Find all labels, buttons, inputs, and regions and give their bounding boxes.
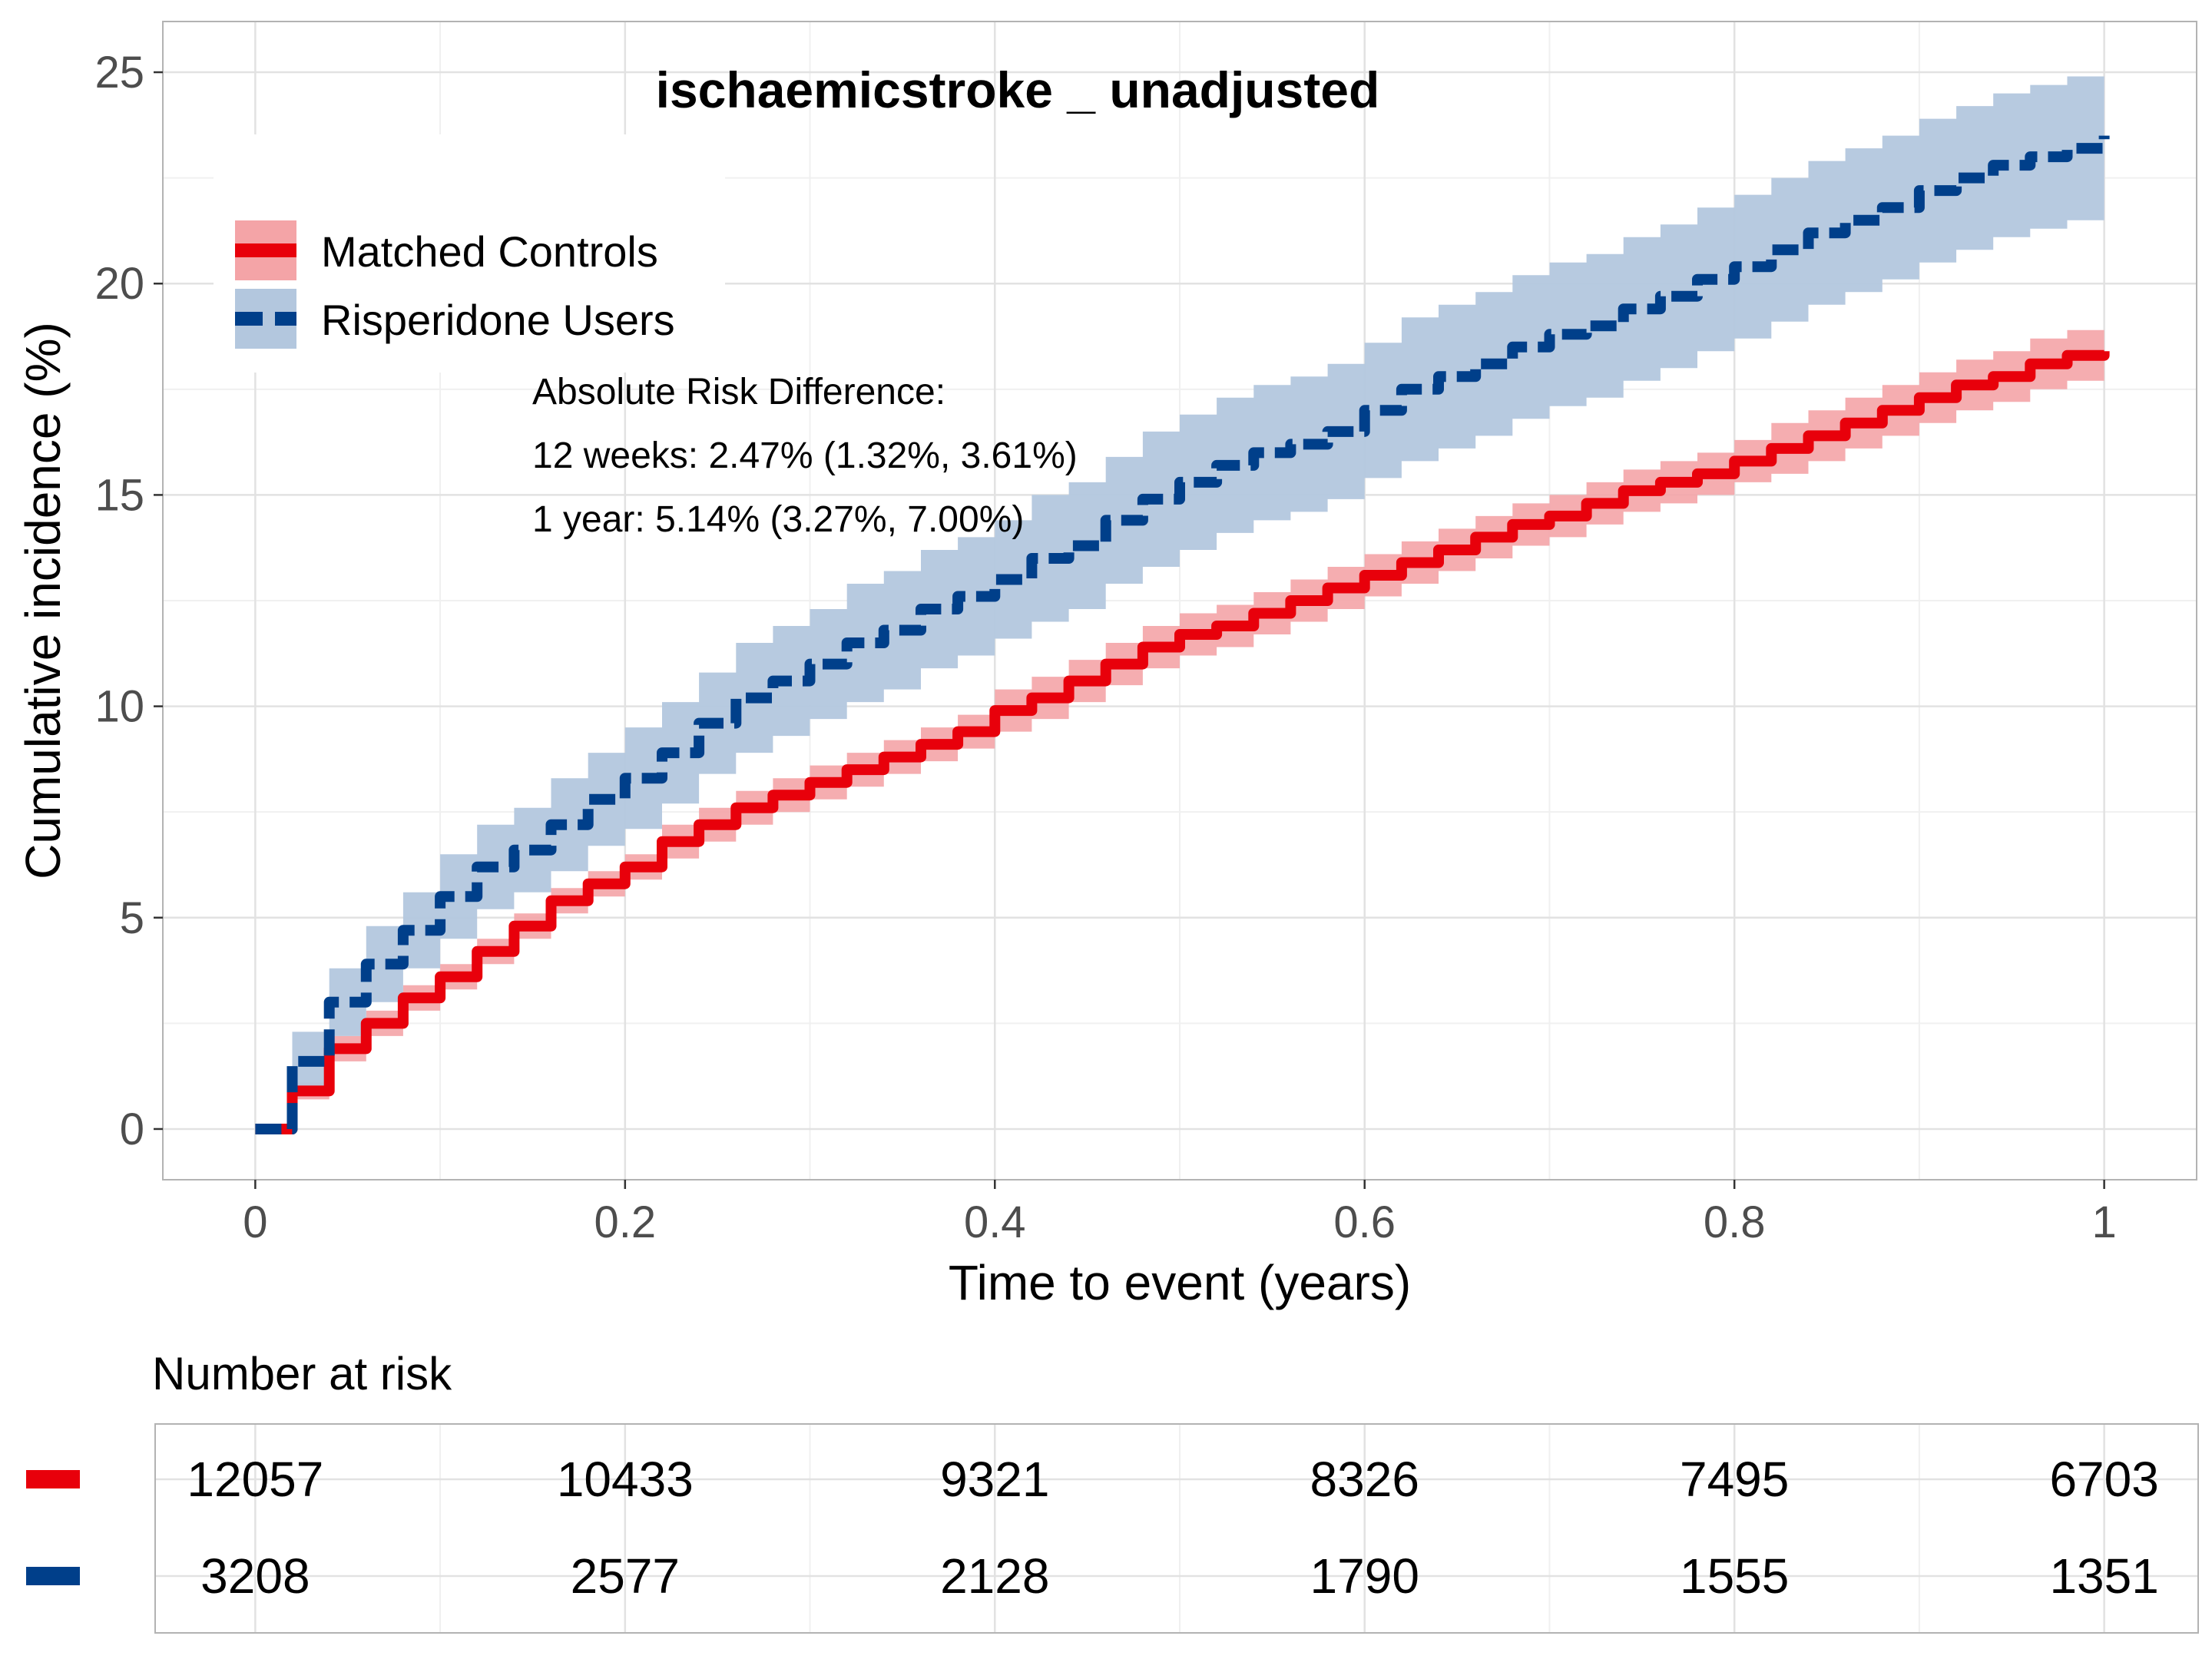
risk-table-cell: 7495 (1680, 1452, 1789, 1507)
risk-table-cell: 12057 (187, 1452, 323, 1507)
risk-table-cell: 10433 (557, 1452, 694, 1507)
risk-table-cell: 1351 (2049, 1548, 2158, 1604)
y-tick-label: 0 (120, 1104, 144, 1154)
legend-item-matched-controls: Matched Controls (235, 220, 658, 280)
annotation-line-1: Absolute Risk Difference: (532, 372, 945, 412)
risk-table-title: Number at risk (152, 1348, 452, 1399)
risk-table-border (154, 1423, 2199, 1634)
y-tick-label: 5 (120, 893, 144, 943)
band-risperidone-users (255, 76, 2104, 1129)
risk-row-key-risperidone (26, 1567, 80, 1585)
x-axis-ticks: 0 0.2 0.4 0.6 0.8 1 (243, 1180, 2117, 1247)
plot-panel (162, 21, 2197, 1181)
legend: Matched Controls Risperidone Users (214, 134, 725, 373)
x-tick-label: 0.6 (1333, 1197, 1396, 1247)
y-tick-label: 15 (94, 470, 144, 520)
risk-table-values: 12057 10433 9321 8326 7495 6703 3208 2577 2128 17… (187, 1452, 2158, 1604)
risk-table-cell: 2577 (571, 1548, 680, 1604)
risk-table-cell: 1555 (1680, 1548, 1789, 1604)
risk-table: 12057 10433 9321 8326 7495 6703 3208 2577 2128 17… (26, 1423, 2199, 1634)
series-lines (255, 135, 2110, 1134)
annotation-line-3: 1 year: 5.14% (3.27%, 7.00%) (532, 499, 1024, 540)
chart-title: ischaemicstroke _ unadjusted (656, 61, 1380, 118)
risk-table-grid (155, 1424, 2198, 1633)
x-tick-label: 1 (2092, 1197, 2117, 1247)
line-matched-controls (255, 349, 2110, 1134)
x-tick-label: 0 (243, 1197, 267, 1247)
x-tick-label: 0.8 (1704, 1197, 1766, 1247)
y-axis-label: Cumulative incidence (%) (15, 322, 71, 879)
y-tick-label: 25 (94, 48, 144, 98)
y-tick-label: 10 (94, 682, 144, 732)
legend-label-risperidone: Risperidone Users (321, 296, 675, 344)
y-tick-label: 20 (94, 259, 144, 309)
line-risperidone-users (255, 135, 2110, 1134)
x-axis-label: Time to event (years) (949, 1255, 1411, 1310)
x-tick-label: 0.2 (594, 1197, 656, 1247)
risk-table-cell: 3208 (200, 1548, 310, 1604)
risk-difference-annotation: Absolute Risk Difference: 12 weeks: 2.47… (532, 372, 1078, 540)
legend-box (214, 134, 725, 373)
plot-border (162, 21, 2197, 1181)
annotation-line-2: 12 weeks: 2.47% (1.32%, 3.61%) (532, 435, 1078, 476)
risk-table-cell: 2128 (940, 1548, 1049, 1604)
risk-table-cell: 1790 (1310, 1548, 1419, 1604)
y-axis-ticks: 0 5 10 15 20 25 (94, 48, 163, 1154)
legend-label-controls: Matched Controls (321, 227, 658, 276)
legend-item-risperidone-users: Risperidone Users (235, 289, 675, 349)
x-tick-label: 0.4 (964, 1197, 1026, 1247)
risk-table-cell: 9321 (940, 1452, 1049, 1507)
risk-table-cell: 6703 (2049, 1452, 2158, 1507)
risk-row-key-controls (26, 1470, 80, 1488)
risk-table-cell: 8326 (1310, 1452, 1419, 1507)
